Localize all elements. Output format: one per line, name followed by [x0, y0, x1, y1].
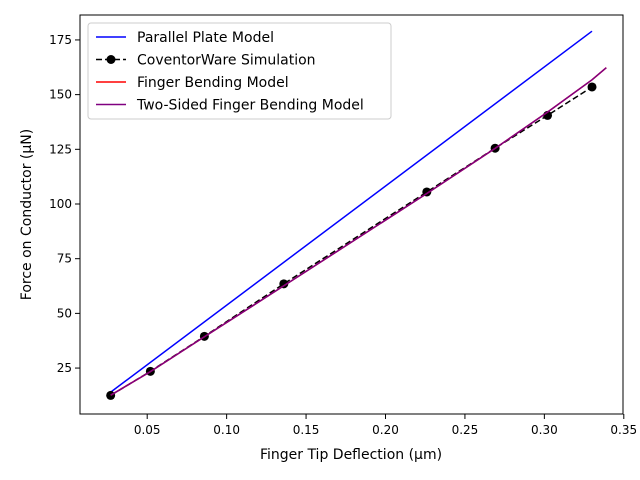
x-tick-label: 0.35 — [610, 423, 637, 437]
data-point — [279, 279, 289, 289]
y-tick-label: 175 — [49, 33, 72, 47]
series-line-two-sided-finger-bending-model — [110, 67, 607, 396]
legend-label: Finger Bending Model — [137, 75, 289, 91]
y-tick-label: 150 — [49, 88, 72, 102]
legend: Parallel Plate Model CoventorWare Simulat… — [87, 22, 392, 120]
y-axis-label: Force on Conductor (μN) — [19, 129, 35, 300]
y-tick-label: 75 — [57, 252, 72, 266]
legend-frame — [87, 22, 392, 120]
legend-label: Two-Sided Finger Bending Model — [136, 98, 364, 114]
series-layer — [106, 30, 607, 400]
y-tick-label: 125 — [49, 142, 72, 156]
y-tick-label: 100 — [49, 197, 72, 211]
data-point — [587, 82, 597, 92]
y-tick-label: 25 — [57, 361, 72, 375]
x-axis-label: Finger Tip Deflection (μm) — [260, 447, 442, 463]
legend-label: CoventorWare Simulation — [137, 53, 316, 69]
data-point — [106, 390, 116, 400]
legend-marker — [106, 55, 116, 64]
x-tick-label: 0.05 — [134, 423, 161, 437]
x-tick-label: 0.15 — [293, 423, 320, 437]
x-tick-label: 0.10 — [213, 423, 240, 437]
y-tick-label: 50 — [57, 306, 72, 320]
x-axis: 0.05 0.10 0.15 0.20 0.25 0.30 0.35 — [134, 414, 637, 437]
series-line-parallel-plate-model — [110, 30, 593, 393]
legend-label: Parallel Plate Model — [137, 30, 274, 46]
axes-frame — [79, 14, 624, 415]
x-tick-label: 0.30 — [531, 423, 558, 437]
x-tick-label: 0.25 — [452, 423, 479, 437]
x-tick-label: 0.20 — [372, 423, 399, 437]
y-axis: 25 50 75 100 125 150 175 — [49, 33, 80, 375]
